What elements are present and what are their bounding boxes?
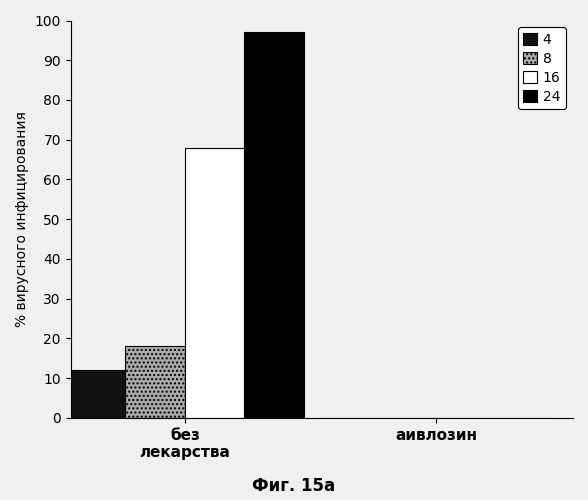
- Y-axis label: % вирусного инфицирования: % вирусного инфицирования: [15, 112, 29, 327]
- Bar: [185, 148, 244, 418]
- Bar: [66, 370, 125, 418]
- Legend: 4, 8, 16, 24: 4, 8, 16, 24: [518, 28, 566, 109]
- Bar: [125, 346, 185, 418]
- Bar: [244, 32, 303, 418]
- Text: Фиг. 15а: Фиг. 15а: [252, 477, 336, 495]
